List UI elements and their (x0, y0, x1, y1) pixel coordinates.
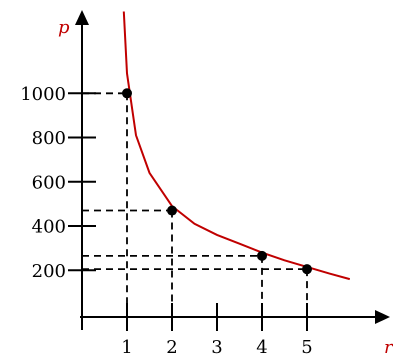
x-axis-label: r (384, 337, 393, 356)
y-axis-arrow (75, 10, 89, 25)
x-tick-label-3: 3 (211, 337, 222, 356)
data-point-2 (167, 205, 177, 216)
y-tick-label-400: 400 (32, 217, 66, 238)
y-tick-label-200: 200 (32, 261, 66, 282)
y-tick-label-600: 600 (32, 172, 66, 193)
data-point-1 (122, 88, 132, 99)
data-points (122, 88, 312, 275)
data-point-4 (302, 264, 312, 275)
y-tick-label-1000: 1000 (20, 84, 66, 105)
x-tick-label-4: 4 (256, 337, 267, 356)
dashed-guides (82, 92, 308, 317)
x-tick-label-2: 2 (166, 337, 177, 356)
axes (75, 10, 390, 330)
y-tick-label-800: 800 (32, 128, 66, 149)
x-axis-arrow (375, 310, 390, 324)
y-axis-label: p (58, 17, 70, 38)
x-tick-label-1: 1 (121, 337, 132, 356)
ticks: 1 2 3 4 5 200 400 600 800 1000 (20, 84, 313, 356)
data-point-3 (257, 250, 267, 261)
series-curve (122, 11, 351, 281)
x-tick-label-5: 5 (301, 337, 312, 356)
